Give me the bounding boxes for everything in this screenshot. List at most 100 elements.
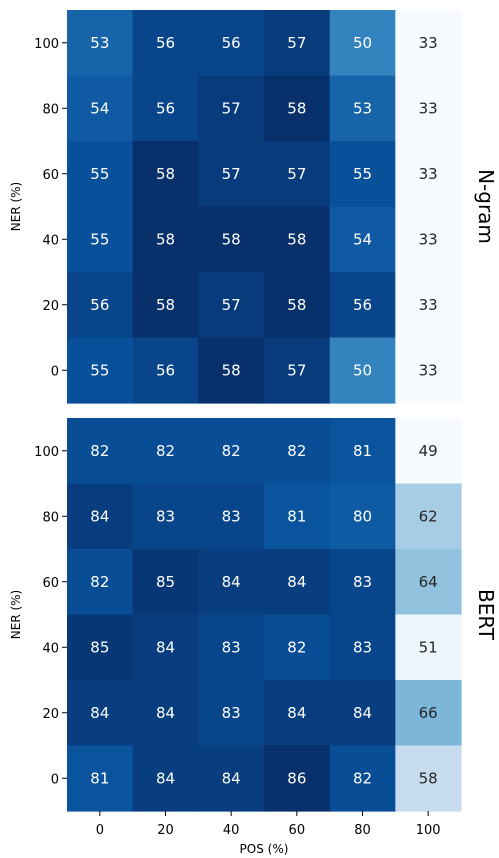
heatmap-cell xyxy=(264,337,331,404)
heatmap-cell xyxy=(132,75,199,142)
heatmap-cell xyxy=(264,206,331,273)
heatmap-cell xyxy=(198,272,265,339)
heatmap-cell xyxy=(132,418,199,485)
heatmap-cell xyxy=(132,745,199,812)
cell-value-label: 58 xyxy=(156,230,175,248)
y-axis-label: NER (%) xyxy=(9,182,23,231)
x-tick-label: 60 xyxy=(289,823,306,838)
cell-value-label: 83 xyxy=(222,704,241,722)
heatmap-cell xyxy=(395,680,462,747)
cell-value-label: 64 xyxy=(419,573,438,591)
heatmap-cell xyxy=(329,10,396,77)
heatmap-cell xyxy=(67,10,134,77)
heatmap-cell xyxy=(395,337,462,404)
cell-value-label: 58 xyxy=(287,99,306,117)
cell-value-label: 53 xyxy=(90,34,109,52)
cell-value-label: 33 xyxy=(419,296,438,314)
cell-value-label: 33 xyxy=(419,34,438,52)
cell-value-label: 57 xyxy=(222,296,241,314)
cell-value-label: 84 xyxy=(156,638,175,656)
cell-value-label: 57 xyxy=(222,165,241,183)
y-tick-label: 20 xyxy=(42,299,59,314)
cell-value-label: 56 xyxy=(353,296,372,314)
cell-value-label: 84 xyxy=(222,573,241,591)
cell-value-label: 82 xyxy=(90,573,109,591)
cell-value-label: 58 xyxy=(156,165,175,183)
heatmap-cell xyxy=(395,75,462,142)
heatmap-cell xyxy=(329,549,396,616)
cell-value-label: 85 xyxy=(156,573,175,591)
cell-value-label: 84 xyxy=(222,769,241,787)
cell-value-label: 55 xyxy=(90,361,109,379)
y-tick-label: 60 xyxy=(42,576,59,591)
heatmap-panel-bert: 82 82 82 82 81 49 84 83 83 81 80 62 82 85 84 84 83 64 85 84… xyxy=(9,418,498,856)
cell-value-label: 86 xyxy=(287,769,306,787)
cell-value-label: 62 xyxy=(419,507,438,525)
heatmap-cell xyxy=(329,745,396,812)
heatmap-cell xyxy=(198,141,265,208)
heatmap-cell xyxy=(395,272,462,339)
heatmap-cell xyxy=(395,549,462,616)
cell-value-label: 53 xyxy=(353,99,372,117)
heatmap-cell xyxy=(264,141,331,208)
heatmap-cell xyxy=(132,141,199,208)
cell-value-label: 81 xyxy=(353,442,372,460)
heatmap-cell xyxy=(198,75,265,142)
cell-value-label: 84 xyxy=(156,769,175,787)
cell-value-label: 82 xyxy=(353,769,372,787)
cell-value-label: 33 xyxy=(419,99,438,117)
heatmap-cell xyxy=(395,483,462,550)
heatmap-cell xyxy=(329,272,396,339)
cell-value-label: 82 xyxy=(287,638,306,656)
panel-row-label: N-gram xyxy=(474,169,498,244)
cell-value-label: 66 xyxy=(419,704,438,722)
heatmap-cell xyxy=(329,337,396,404)
cell-value-label: 84 xyxy=(353,704,372,722)
cell-value-label: 56 xyxy=(156,34,175,52)
cell-value-label: 83 xyxy=(353,573,372,591)
cell-value-label: 58 xyxy=(222,361,241,379)
cell-value-label: 84 xyxy=(287,573,306,591)
heatmap-cell xyxy=(264,272,331,339)
heatmap-cell xyxy=(132,614,199,681)
cell-value-label: 56 xyxy=(90,296,109,314)
x-tick-label: 20 xyxy=(157,823,174,838)
heatmap-cell xyxy=(395,10,462,77)
heatmap-panel-n-gram: 53 56 56 57 50 33 54 56 57 58 53 33 55 58 57 57 55 33 55 58… xyxy=(9,10,498,404)
cell-value-label: 84 xyxy=(287,704,306,722)
cell-value-label: 82 xyxy=(90,442,109,460)
heatmap-cell xyxy=(264,75,331,142)
heatmap-cell xyxy=(198,10,265,77)
heatmap-cell xyxy=(67,549,134,616)
heatmap-cell xyxy=(264,614,331,681)
cell-value-label: 58 xyxy=(222,230,241,248)
y-axis-label: NER (%) xyxy=(9,590,23,639)
cell-value-label: 57 xyxy=(287,165,306,183)
heatmap-cell xyxy=(67,206,134,273)
cell-value-label: 50 xyxy=(353,361,372,379)
heatmap-cell xyxy=(132,549,199,616)
heatmap-cell xyxy=(132,483,199,550)
cell-value-label: 33 xyxy=(419,230,438,248)
cell-value-label: 81 xyxy=(90,769,109,787)
heatmap-cell xyxy=(67,75,134,142)
heatmap-cell xyxy=(67,272,134,339)
cell-value-label: 51 xyxy=(419,638,438,656)
heatmap-cell xyxy=(132,10,199,77)
cell-value-label: 84 xyxy=(156,704,175,722)
heatmap-cell xyxy=(329,75,396,142)
cell-value-label: 58 xyxy=(419,769,438,787)
heatmap-cell xyxy=(132,680,199,747)
cell-value-label: 55 xyxy=(90,165,109,183)
y-tick-label: 20 xyxy=(42,707,59,722)
y-tick-label: 80 xyxy=(42,510,59,525)
heatmap-cell xyxy=(264,10,331,77)
cell-value-label: 82 xyxy=(287,442,306,460)
cell-value-label: 58 xyxy=(156,296,175,314)
cell-value-label: 58 xyxy=(287,296,306,314)
cell-value-label: 49 xyxy=(419,442,438,460)
y-tick-label: 60 xyxy=(42,168,59,183)
heatmap-cell xyxy=(264,680,331,747)
heatmap-cell xyxy=(198,614,265,681)
heatmap-cell xyxy=(67,745,134,812)
